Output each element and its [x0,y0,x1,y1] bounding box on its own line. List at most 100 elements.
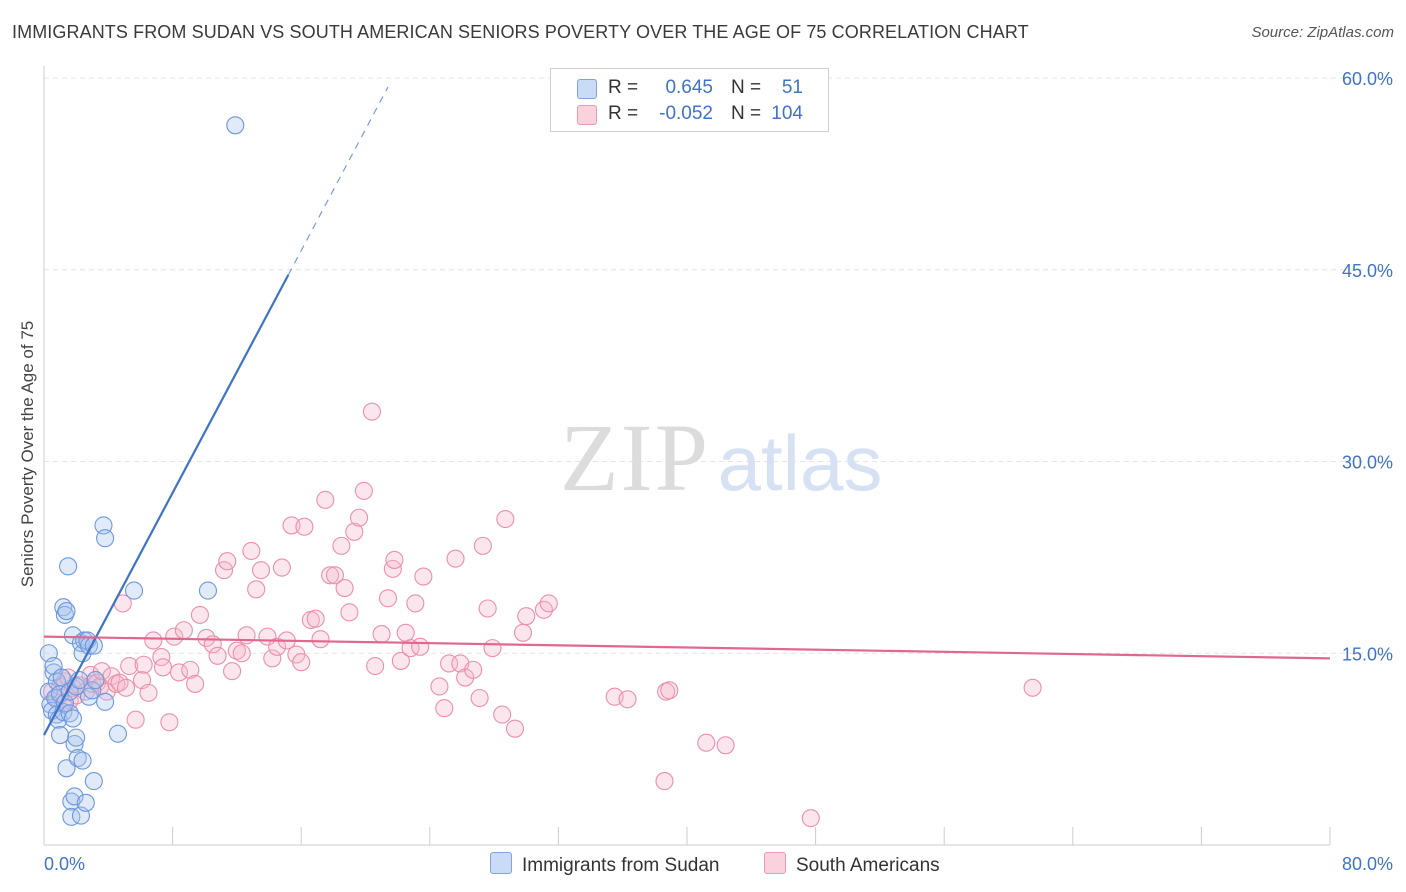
chart-title: IMMIGRANTS FROM SUDAN VS SOUTH AMERICAN … [12,22,1029,42]
south-americans-point-43 [227,641,246,660]
sudan-point-18 [57,759,76,778]
source-label: Source: ZipAtlas.com [1251,24,1394,41]
sudan-point-17 [57,602,76,621]
south-americans-point-83 [435,699,454,718]
south-americans-point-45 [237,626,256,645]
south-americans-point-57 [295,517,314,536]
south-americans-point-35 [186,674,205,693]
sudan-point-42 [84,772,103,791]
south-americans-point-91 [478,599,497,618]
south-americans-point-105 [716,736,735,755]
sudan-point-19 [59,557,78,576]
sudan-point-49 [124,581,144,600]
legend-swatch-sudan [490,852,512,874]
south-americans-point-62 [321,566,340,585]
legend-swatch-south-americans [764,852,786,874]
south-americans-point-22 [120,656,139,676]
sudan-point-20 [60,704,79,723]
south-americans-point-77 [396,623,415,642]
south-americans-point-65 [335,579,354,598]
south-americans-point-66 [340,603,359,622]
legend-item-south-americans: South Americans [764,852,940,877]
south-americans-point-103 [660,681,679,700]
south-americans-point-15 [92,662,111,681]
south-americans-point-52 [272,558,291,577]
y-tick-label-1: 30.0% [1342,453,1393,473]
south-americans-point-47 [247,580,266,599]
south-americans-point-23 [126,710,145,729]
south-americans-point-36 [190,605,209,624]
legend-row-south-americans: R = -0.052 N = 104 [551,101,828,127]
sudan-point-37 [76,793,95,812]
sudan-point-25 [63,709,82,728]
south-americans-point-89 [470,688,489,708]
legend-n-label: N = [731,103,762,124]
legend-r-label: R = [608,103,639,124]
legend-r-value: -0.052 [659,103,713,124]
sudan-point-28 [67,728,86,747]
sudan-point-26 [65,734,84,754]
south-americans-point-80 [411,637,430,656]
x-tick-label-0: 0.0% [44,854,85,874]
south-americans-point-70 [362,402,381,421]
legend-item-sudan: Immigrants from Sudan [490,852,719,877]
legend-n-label: N = [731,77,762,98]
south-americans-point-39 [208,646,227,665]
legend-n-value: 104 [771,103,803,124]
legend-r-label: R = [608,77,639,98]
legend-swatch-sudan [577,79,597,99]
south-americans-point-107 [801,809,820,828]
sudan-point-27 [65,787,84,806]
south-americans-point-67 [345,522,364,541]
south-americans-point-74 [383,559,402,578]
south-americans-point-101 [618,690,637,709]
south-americans-point-76 [391,651,410,670]
legend-swatch-south-americans [577,105,597,125]
south-americans-point-48 [251,561,271,580]
south-americans-point-41 [218,552,237,571]
south-americans-point-82 [430,677,449,696]
sudan-point-12 [52,668,71,687]
south-americans-point-42 [223,662,242,681]
south-americans-point-64 [332,536,351,555]
south-americans-point-85 [446,549,465,568]
sudan-point-46 [108,724,127,743]
south-americans-point-99 [539,594,558,613]
south-americans-point-30 [160,713,179,732]
south-americans-point-75 [385,550,404,569]
south-americans-point-44 [232,644,251,663]
series-south-americans [42,402,1042,828]
south-americans-point-60 [311,630,330,649]
legend-label-sudan: Immigrants from Sudan [522,855,720,876]
sudan-point-51 [226,116,245,135]
trend-line-sudan [43,274,290,736]
sudan-point-22 [62,792,81,811]
south-americans-point-104 [697,733,716,752]
south-americans-point-95 [505,719,525,738]
south-americans-point-56 [292,653,311,672]
trend-line-sudan-extension [287,86,389,276]
south-americans-point-32 [169,663,189,682]
south-americans-point-34 [181,660,200,679]
legend-label-south-americans: South Americans [796,855,940,876]
south-americans-point-27 [144,631,163,650]
south-americans-point-59 [306,609,325,628]
south-americans-point-25 [134,655,153,674]
south-americans-point-73 [378,589,398,608]
legend-n-value: 51 [781,77,803,98]
south-americans-point-90 [473,536,492,555]
south-americans-point-93 [493,705,512,724]
south-americans-point-54 [282,516,301,535]
south-americans-point-21 [116,678,136,697]
south-americans-point-108 [1023,678,1042,697]
legend-r-value: 0.645 [665,77,713,98]
sudan-point-48 [96,529,115,548]
south-americans-point-37 [197,628,216,647]
south-americans-point-88 [464,660,483,679]
south-americans-point-81 [414,567,433,586]
south-americans-point-71 [366,656,385,676]
south-americans-point-33 [174,621,193,640]
sudan-point-23 [62,807,81,826]
y-tick-label-2: 45.0% [1342,261,1393,281]
